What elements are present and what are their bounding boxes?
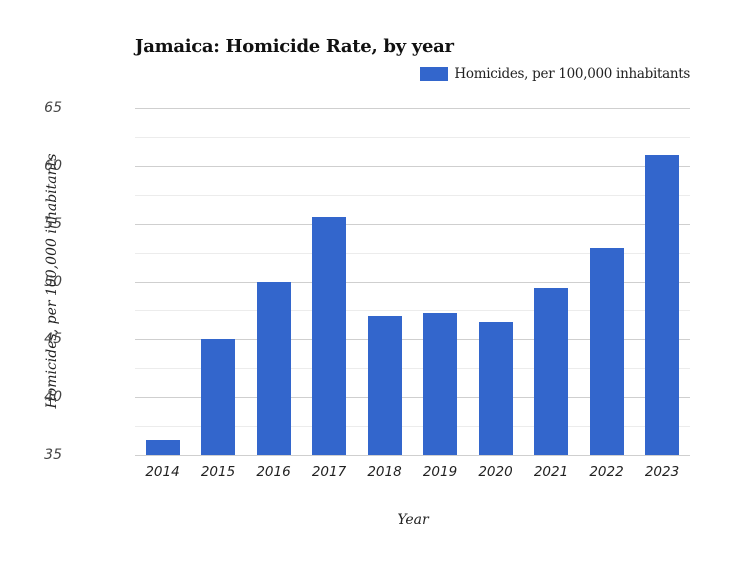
bar-2023[interactable] xyxy=(645,155,680,455)
y-tick-label: 50 xyxy=(44,273,62,290)
gridline-major xyxy=(135,108,690,109)
legend: Homicides, per 100,000 inhabitants xyxy=(420,66,690,82)
bar-2014[interactable] xyxy=(145,439,180,455)
y-tick-label: 60 xyxy=(44,157,62,174)
x-tick-label: 2020 xyxy=(478,464,513,480)
gridline-minor xyxy=(135,252,690,254)
bar-2022[interactable] xyxy=(589,247,624,455)
x-tick-label: 2018 xyxy=(367,464,402,480)
x-tick-label: 2019 xyxy=(422,464,458,480)
gridline-major xyxy=(135,223,690,225)
x-tick-label: 2015 xyxy=(200,464,236,480)
x-tick-label: 2017 xyxy=(311,464,347,480)
gridline-minor xyxy=(135,426,690,428)
legend-swatch xyxy=(420,67,449,81)
gridline-minor xyxy=(135,310,690,312)
plot-area: 35 40 45 50 55 60 65 2014 2015 2016 2017 2018 2019 20… xyxy=(44,100,690,480)
x-axis-label: Year xyxy=(397,512,429,528)
bar-2021[interactable] xyxy=(534,288,569,455)
y-tick-label: 40 xyxy=(44,389,62,406)
legend-label: Homicides, per 100,000 inhabitants xyxy=(454,66,690,82)
y-tick-label: 45 xyxy=(44,331,62,348)
bar-2015[interactable] xyxy=(201,339,236,455)
gridline-major xyxy=(135,281,690,283)
gridline-major xyxy=(135,339,690,341)
bar-2016[interactable] xyxy=(256,281,291,455)
bar-2020[interactable] xyxy=(478,321,513,455)
chart-title: Jamaica: Homicide Rate, by year xyxy=(135,36,454,57)
gridline-major xyxy=(135,165,690,167)
y-tick-label: 55 xyxy=(44,215,62,232)
y-tick-label: 35 xyxy=(44,447,62,463)
x-tick-label: 2023 xyxy=(644,464,680,480)
gridline-major xyxy=(135,397,690,399)
bar-2018[interactable] xyxy=(367,316,402,455)
x-tick-label: 2016 xyxy=(256,464,291,480)
gridline-minor xyxy=(135,136,690,138)
y-tick-label: 65 xyxy=(44,100,62,116)
gridline-minor xyxy=(135,194,690,196)
x-tick-label: 2022 xyxy=(589,464,624,480)
gridline-minor xyxy=(135,368,690,370)
x-tick-label: 2014 xyxy=(145,464,180,480)
bar-2017[interactable] xyxy=(312,216,347,455)
x-tick-label: 2021 xyxy=(533,464,569,480)
gridline-major xyxy=(135,455,690,456)
bar-2019[interactable] xyxy=(423,312,458,455)
